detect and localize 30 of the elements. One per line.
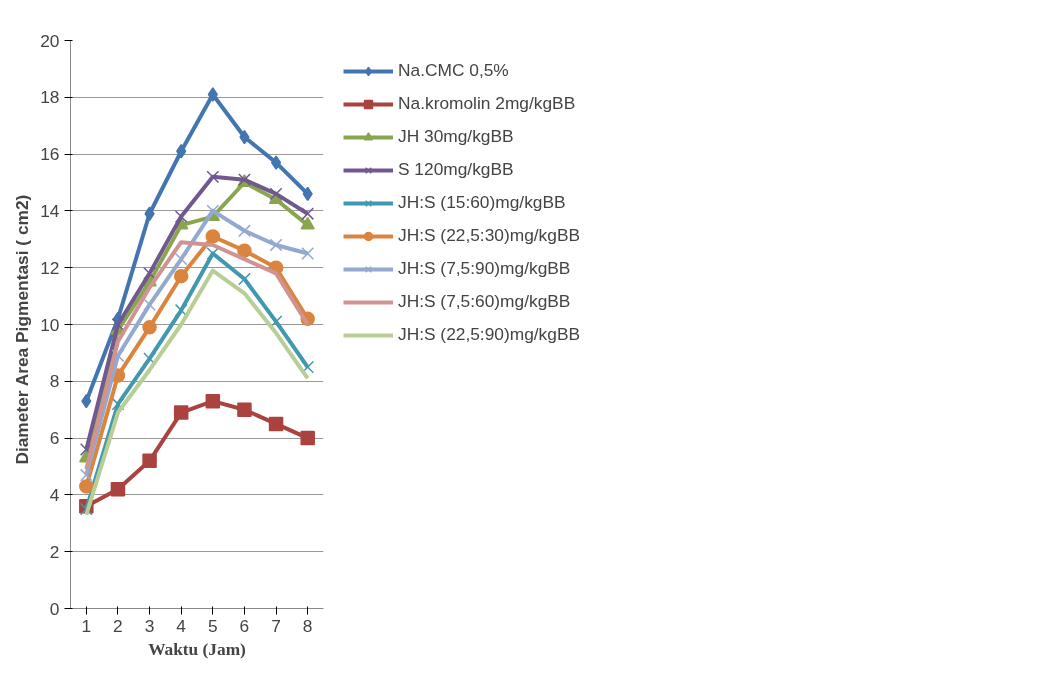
legend-label: Na.CMC 0,5%	[398, 60, 509, 81]
x-tick-label: 8	[302, 615, 313, 636]
y-tick-label: 6	[49, 428, 60, 449]
y-tick-label: 0	[49, 598, 60, 619]
y-tick-label: 8	[49, 371, 60, 392]
y-tick-label: 4	[49, 484, 60, 505]
y-tick-label: 16	[40, 144, 60, 165]
legend-label: JH:S (22,5:90)mg/kgBB	[398, 324, 581, 345]
legend-label: S 120mg/kgBB	[398, 159, 514, 180]
y-tick-label: 20	[40, 30, 60, 51]
x-tick-label: 3	[144, 615, 155, 636]
x-tick-label: 7	[271, 615, 281, 636]
x-tick-label: 6	[239, 615, 250, 636]
y-tick-label: 12	[40, 257, 60, 278]
y-tick-label: 18	[40, 87, 60, 108]
y-tick-label: 14	[40, 200, 60, 221]
y-tick-label: 10	[40, 314, 60, 335]
legend-label: JH:S (7,5:90)mg/kgBB	[398, 258, 571, 279]
x-tick-label: 1	[81, 615, 92, 636]
legend-label: JH:S (15:60)mg/kgBB	[398, 192, 566, 213]
legend-label: JH:S (22,5:30)mg/kgBB	[398, 225, 581, 246]
x-tick-label: 5	[207, 615, 218, 636]
y-axis-title: Diameter Area Pigmentasi ( cm2)	[12, 194, 33, 465]
legend-label: JH:S (7,5:60)mg/kgBB	[398, 291, 571, 312]
x-tick-label: 2	[113, 615, 123, 636]
x-axis-title: Waktu (Jam)	[148, 639, 247, 659]
y-tick-label: 2	[49, 541, 60, 562]
legend-label: JH 30mg/kgBB	[398, 126, 514, 147]
x-tick-label: 4	[176, 615, 187, 636]
legend-label: Na.kromolin 2mg/kgBB	[398, 93, 576, 114]
